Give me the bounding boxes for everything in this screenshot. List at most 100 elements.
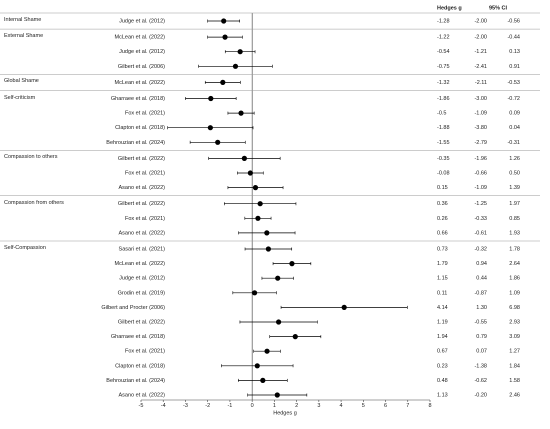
study-label: Fox et al. (2021) bbox=[125, 216, 165, 222]
study-label: Fox et al. (2021) bbox=[125, 349, 165, 355]
point-estimate bbox=[222, 34, 228, 40]
point-estimate bbox=[215, 139, 221, 145]
x-tick-label: -4 bbox=[161, 403, 166, 409]
value-label: -0.56 bbox=[507, 18, 520, 24]
value-label: -0.20 bbox=[474, 392, 487, 398]
value-label: -0.61 bbox=[474, 230, 487, 236]
x-tick-label: -5 bbox=[139, 403, 144, 409]
point-estimate bbox=[292, 334, 298, 340]
x-axis-label: Hedges g bbox=[273, 410, 297, 416]
value-label: -1.55 bbox=[437, 140, 450, 146]
x-tick-label: 4 bbox=[340, 403, 343, 409]
value-label: -1.09 bbox=[474, 185, 487, 191]
x-tick-label: 3 bbox=[317, 403, 320, 409]
value-label: -0.66 bbox=[474, 170, 487, 176]
value-label: -2.11 bbox=[475, 80, 487, 86]
study-label: Asano et al. (2022) bbox=[119, 392, 166, 398]
value-label: 0.94 bbox=[476, 261, 487, 267]
value-label: 3.09 bbox=[509, 334, 520, 340]
value-label: 1.97 bbox=[509, 201, 520, 207]
x-tick-label: 0 bbox=[251, 403, 254, 409]
study-label: Clapton et al. (2018) bbox=[115, 125, 165, 131]
x-tick-label: -2 bbox=[205, 403, 210, 409]
group-label: Internal Shame bbox=[4, 17, 42, 23]
study-label: Judge et al. (2012) bbox=[119, 49, 165, 55]
value-label: -2.79 bbox=[474, 140, 487, 146]
point-estimate bbox=[255, 215, 261, 221]
value-label: 1.93 bbox=[509, 230, 520, 236]
value-label: 6.98 bbox=[509, 305, 520, 311]
value-label: 0.48 bbox=[437, 378, 448, 384]
value-label: -0.31 bbox=[507, 140, 520, 146]
column-header: 95% CI bbox=[489, 5, 508, 11]
value-label: 4.14 bbox=[437, 305, 448, 311]
value-label: -2.00 bbox=[474, 35, 487, 41]
point-estimate bbox=[264, 230, 270, 236]
value-label: 0.26 bbox=[437, 216, 448, 222]
value-label: -0.44 bbox=[507, 35, 520, 41]
value-label: -0.62 bbox=[474, 378, 487, 384]
study-label: Gilbert et al. (2022) bbox=[118, 319, 165, 325]
study-label: Gilbert et al. (2006) bbox=[118, 64, 165, 70]
study-label: Sasari et al. (2021) bbox=[119, 246, 166, 252]
value-label: 0.79 bbox=[476, 334, 487, 340]
x-tick-label: 2 bbox=[295, 403, 298, 409]
value-label: -0.55 bbox=[474, 319, 487, 325]
group-label: Global Shame bbox=[4, 78, 39, 85]
point-estimate bbox=[220, 79, 226, 85]
x-tick-label: 5 bbox=[362, 403, 365, 409]
point-estimate bbox=[274, 392, 280, 398]
group-label-box: Internal Shame bbox=[4, 17, 42, 23]
value-label: 2.46 bbox=[509, 392, 520, 398]
x-tick-label: 7 bbox=[406, 403, 409, 409]
value-label: 0.85 bbox=[509, 216, 520, 222]
value-label: 0.73 bbox=[437, 246, 448, 252]
value-label: 1.13 bbox=[437, 392, 448, 398]
study-label: Gilbert et al. (2022) bbox=[118, 201, 165, 207]
value-label: 1.58 bbox=[509, 378, 520, 384]
value-label: -0.53 bbox=[507, 80, 520, 86]
study-label: Asano et al. (2022) bbox=[119, 230, 166, 236]
study-label: Clapton et al. (2018) bbox=[115, 363, 165, 369]
group-label: Self-criticism bbox=[4, 94, 36, 101]
point-estimate bbox=[264, 348, 270, 354]
study-label: Judge et al. (2012) bbox=[119, 276, 165, 282]
study-label: McLean et al. (2022) bbox=[115, 261, 166, 267]
point-estimate bbox=[257, 201, 263, 207]
value-label: -1.88 bbox=[437, 125, 450, 131]
value-label: 0.36 bbox=[437, 201, 448, 207]
value-label: -3.00 bbox=[474, 96, 487, 102]
point-estimate bbox=[275, 275, 281, 281]
group-label-box: Self-Compassion bbox=[4, 245, 46, 251]
value-label: 1.39 bbox=[509, 185, 520, 191]
value-label: -1.21 bbox=[474, 49, 487, 55]
point-estimate bbox=[207, 125, 213, 131]
value-label: -2.00 bbox=[474, 18, 487, 24]
value-label: 0.44 bbox=[476, 276, 487, 282]
value-label: 1.27 bbox=[509, 349, 520, 355]
point-estimate bbox=[252, 185, 259, 191]
group-label-box: External Shame bbox=[4, 33, 43, 39]
value-label: 1.84 bbox=[509, 363, 520, 369]
value-label: -0.33 bbox=[474, 216, 487, 222]
study-label: Grodin et al. (2019) bbox=[118, 290, 166, 296]
study-label: Fox et al. (2021) bbox=[125, 170, 165, 176]
point-estimate bbox=[247, 170, 253, 176]
study-label: Asano et al. (2022) bbox=[119, 185, 166, 191]
value-label: 0.04 bbox=[509, 125, 520, 131]
group-label-box: Global Shame bbox=[4, 78, 39, 85]
value-label: 0.67 bbox=[437, 349, 448, 355]
x-tick-label: -1 bbox=[227, 403, 232, 409]
value-label: -1.09 bbox=[474, 111, 487, 117]
point-estimate bbox=[241, 155, 247, 161]
study-label: Fox et al. (2021) bbox=[125, 111, 165, 117]
value-label: 2.93 bbox=[509, 319, 520, 325]
value-label: 1.30 bbox=[476, 305, 487, 311]
x-tick-label: 1 bbox=[273, 403, 276, 409]
group-label: Compassion to others bbox=[4, 154, 58, 161]
value-label: -3.80 bbox=[474, 125, 487, 131]
point-estimate bbox=[208, 95, 214, 102]
column-header: Hedges g bbox=[437, 5, 462, 11]
study-label: Gharraee et al. (2018) bbox=[111, 334, 165, 340]
